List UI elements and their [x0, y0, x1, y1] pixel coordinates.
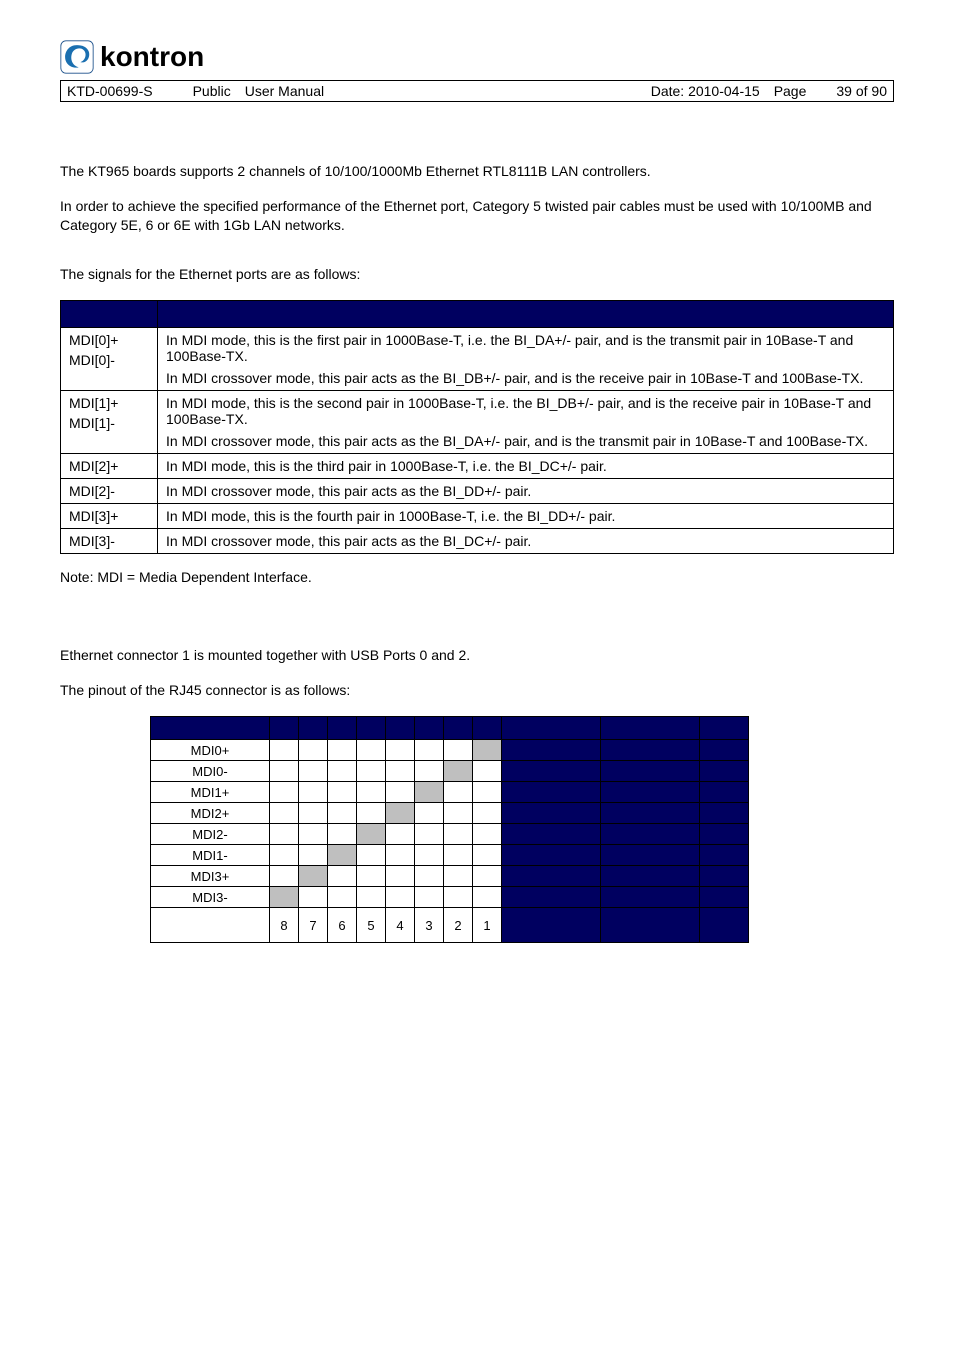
pinout-signal-name: MDI0+: [151, 740, 270, 761]
pinout-row: MDI3-: [151, 887, 749, 908]
pinout-row: MDI0-: [151, 761, 749, 782]
logo: kontron: [60, 40, 894, 74]
pinout-row: MDI1-: [151, 845, 749, 866]
page-label: Page: [774, 83, 807, 99]
intro-para-3: The signals for the Ethernet ports are a…: [60, 265, 894, 284]
logo-text: kontron: [100, 41, 204, 73]
signal-desc-cell: In MDI mode, this is the third pair in 1…: [158, 453, 894, 478]
doc-id: KTD-00699-S: [67, 83, 153, 99]
signal-desc-cell: In MDI mode, this is the second pair in …: [158, 390, 894, 453]
pinout-th-eth1: [502, 717, 601, 740]
signal-desc-cell: In MDI mode, this is the fourth pair in …: [158, 503, 894, 528]
signals-th-signal: [61, 300, 158, 327]
pinout-signal-name: MDI1+: [151, 782, 270, 803]
intro-para-2: In order to achieve the specified perfor…: [60, 197, 894, 235]
pinout-row: MDI0+: [151, 740, 749, 761]
signal-desc-cell: In MDI mode, this is the first pair in 1…: [158, 327, 894, 390]
doc-type: User Manual: [245, 83, 651, 99]
logo-swirl-icon: [60, 40, 94, 74]
pinout-row: MDI2+: [151, 803, 749, 824]
pinout-th-eth3: [700, 717, 749, 740]
pinout-number-row: 87654321: [151, 908, 749, 943]
signal-name-cell: MDI[1]+MDI[1]-: [61, 390, 158, 453]
signal-desc-cell: In MDI crossover mode, this pair acts as…: [158, 478, 894, 503]
pinout-signal-name: MDI3-: [151, 887, 270, 908]
signals-table: MDI[0]+MDI[0]-In MDI mode, this is the f…: [60, 300, 894, 554]
page-number: 39 of 90: [836, 83, 887, 99]
eth-para-2: The pinout of the RJ45 connector is as f…: [60, 681, 894, 700]
pinout-signal-name: MDI3+: [151, 866, 270, 887]
pinout-row: MDI2-: [151, 824, 749, 845]
eth-para-1: Ethernet connector 1 is mounted together…: [60, 646, 894, 665]
pinout-signal-name: MDI0-: [151, 761, 270, 782]
pinout-row: MDI3+: [151, 866, 749, 887]
pinout-table: MDI0+MDI0-MDI1+MDI2+MDI2-MDI1-MDI3+MDI3-…: [150, 716, 749, 943]
intro-para-1: The KT965 boards supports 2 channels of …: [60, 162, 894, 181]
pinout-th-name: [151, 717, 270, 740]
signals-th-desc: [158, 300, 894, 327]
classification: Public: [193, 83, 231, 99]
signal-name-cell: MDI[2]-: [61, 478, 158, 503]
signal-name-cell: MDI[2]+: [61, 453, 158, 478]
signal-name-cell: MDI[3]+: [61, 503, 158, 528]
header-bar: KTD-00699-S Public User Manual Date: 201…: [60, 80, 894, 102]
pinout-signal-name: MDI2-: [151, 824, 270, 845]
pinout-signal-name: MDI2+: [151, 803, 270, 824]
doc-date: Date: 2010-04-15: [651, 83, 760, 99]
pinout-row: MDI1+: [151, 782, 749, 803]
pinout-th-eth2: [601, 717, 700, 740]
signal-desc-cell: In MDI crossover mode, this pair acts as…: [158, 528, 894, 553]
pinout-signal-name: MDI1-: [151, 845, 270, 866]
mdi-note: Note: MDI = Media Dependent Interface.: [60, 568, 894, 587]
signal-name-cell: MDI[0]+MDI[0]-: [61, 327, 158, 390]
signal-name-cell: MDI[3]-: [61, 528, 158, 553]
